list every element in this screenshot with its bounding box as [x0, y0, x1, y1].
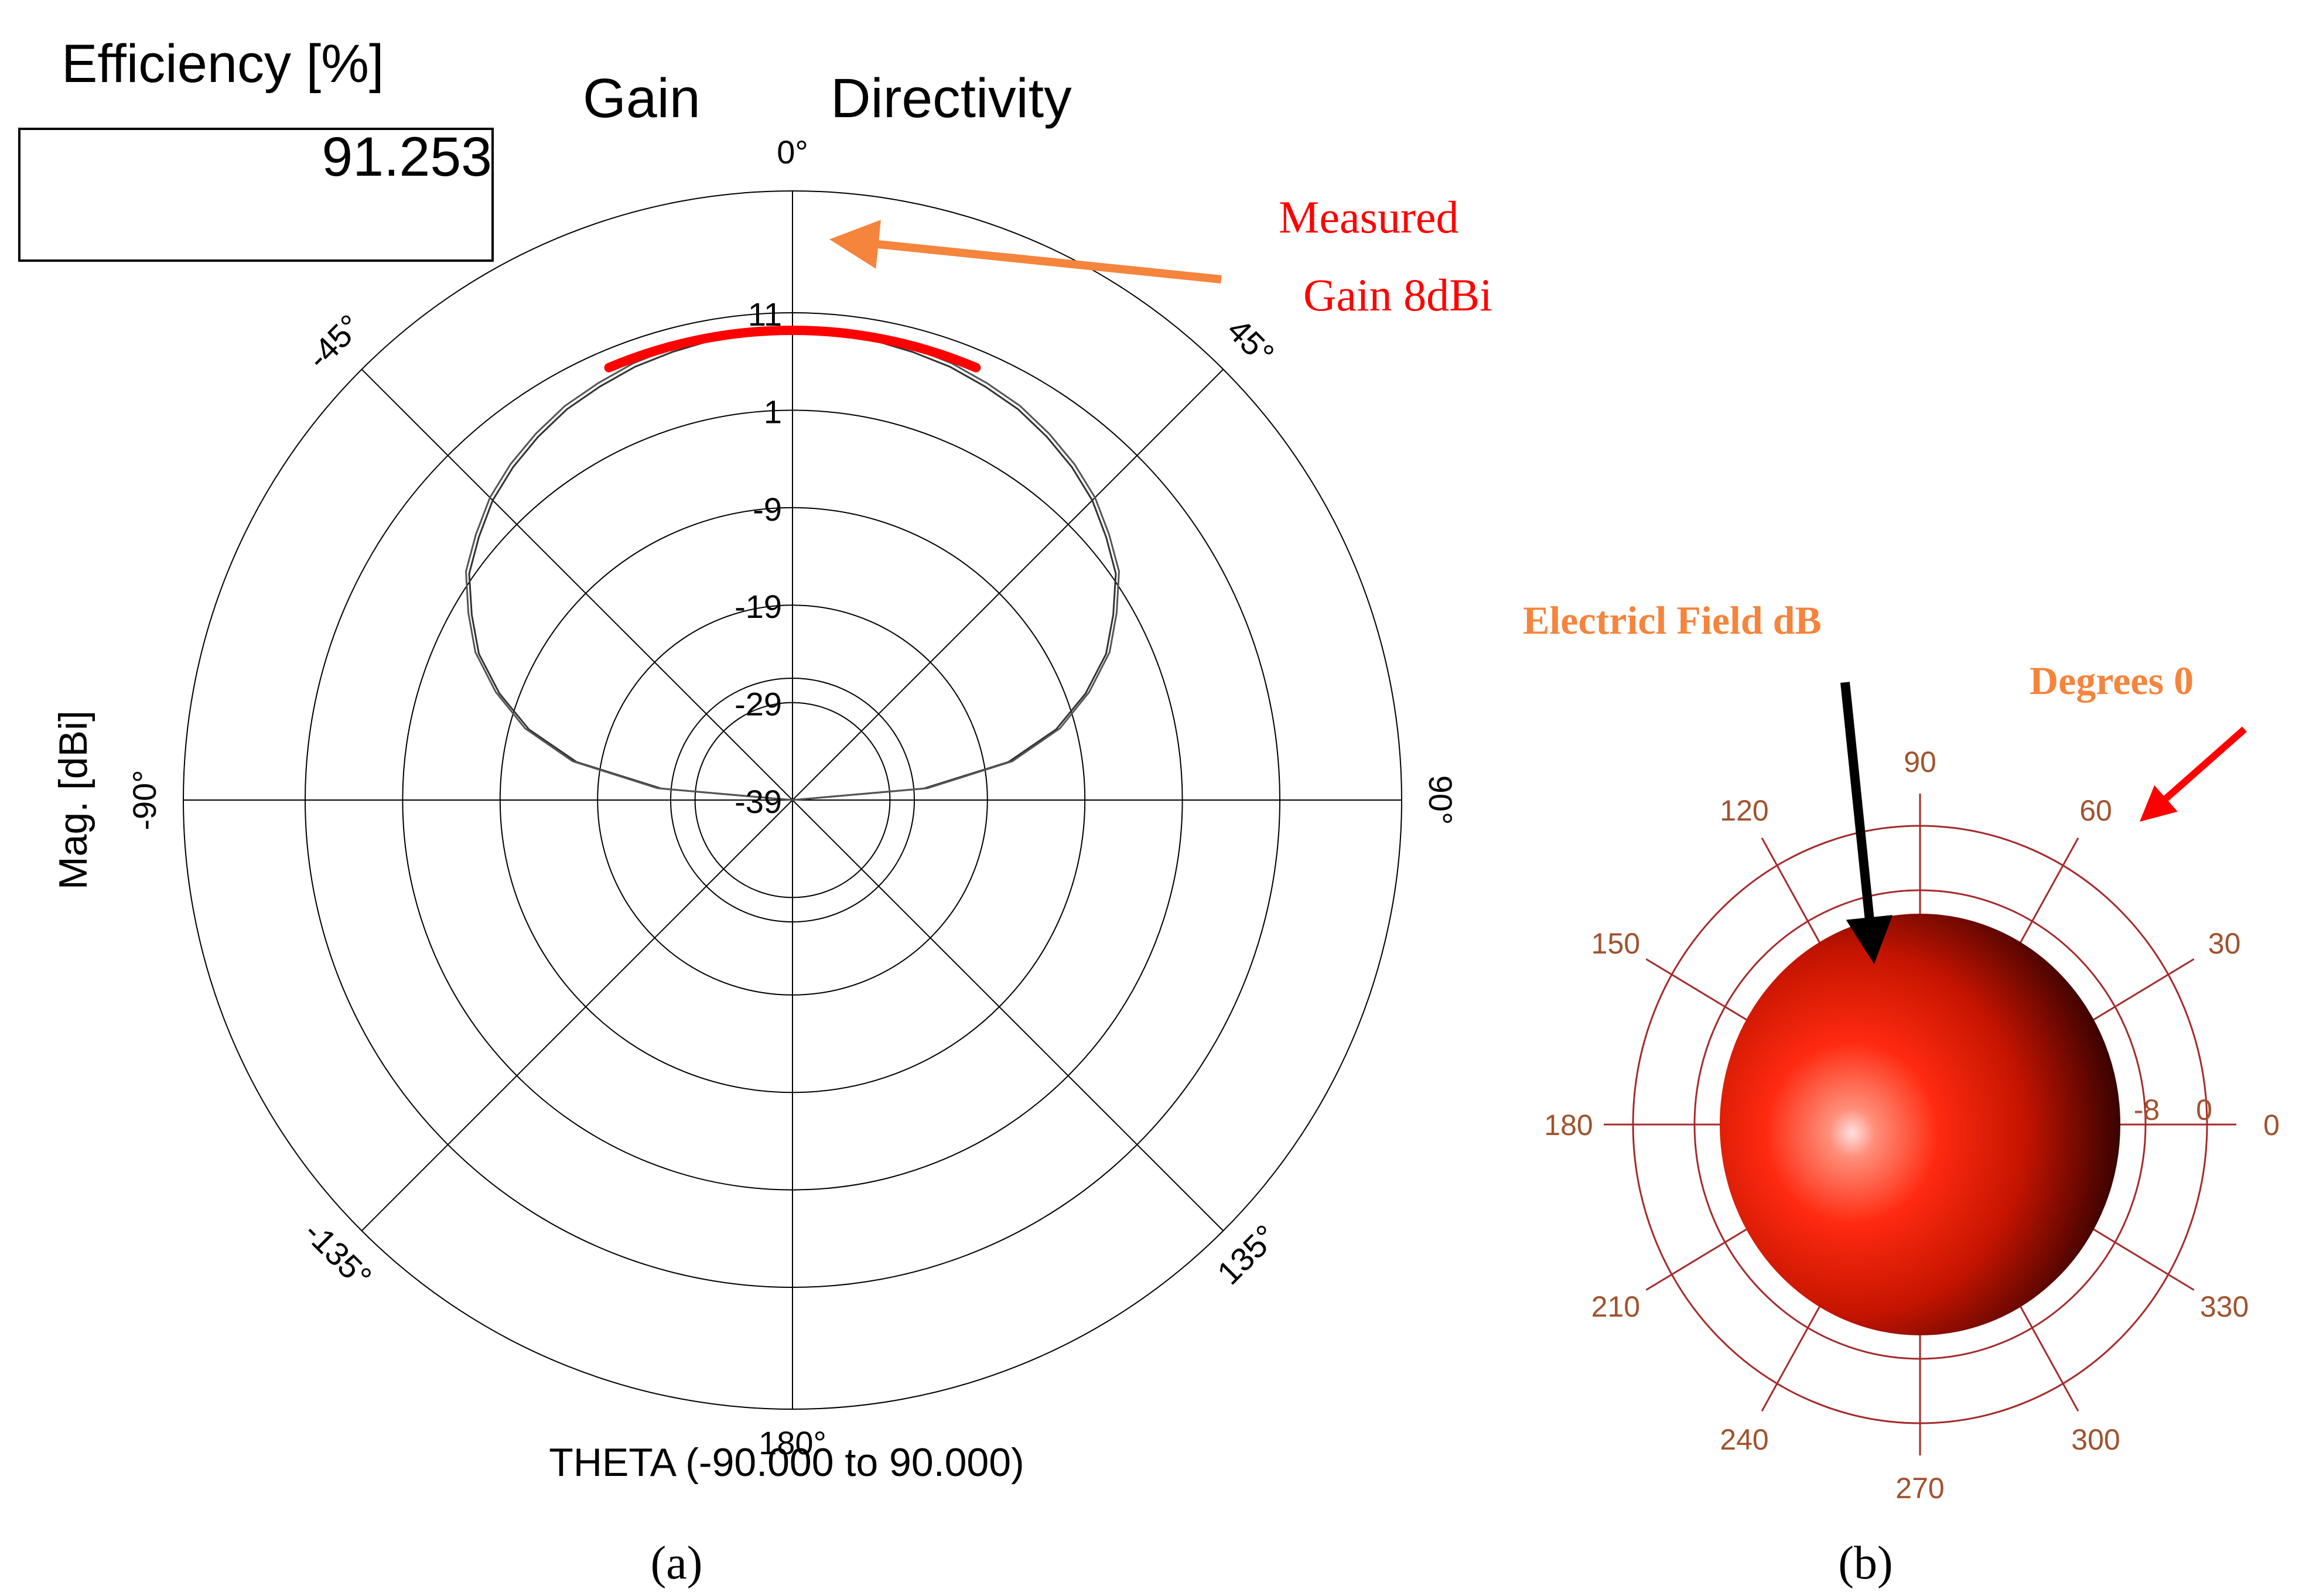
legend-gain: Gain: [583, 67, 701, 129]
polar-b-radial-label-1: 0: [2196, 1093, 2212, 1126]
measured-arrow: [829, 220, 1222, 283]
caption-a: (a): [651, 1537, 703, 1589]
angle-tick-label-2: 90°: [1422, 775, 1459, 825]
polar-b-angle-label-9: 270: [1895, 1472, 1944, 1505]
legend-directivity: Directivity: [831, 67, 1072, 129]
caption-b: (b): [1838, 1537, 1893, 1589]
panel-a-polar-chart: Efficiency [%] 91.253 Gain Directivity 0…: [18, 34, 1492, 1589]
radial-tick-label-5: -39: [735, 783, 782, 820]
measured-arc: [604, 325, 981, 372]
polar-ticks-b: 0 30 60 90 120 150 180 210 240 270 300 330 -8 0: [1544, 746, 2280, 1505]
measured-label-line2: Gain 8dBi: [1303, 269, 1492, 320]
y-axis-label: Mag. [dBi]: [51, 710, 95, 890]
polar-b-angle-label-5: 150: [1591, 927, 1640, 960]
polar-b-radial-label-0: -8: [2134, 1093, 2160, 1126]
polar-series-a: [464, 325, 1121, 801]
polar-b-angle-label-11: 330: [2200, 1290, 2249, 1323]
efficiency-label: Efficiency [%]: [62, 34, 384, 94]
polar-b-angle-label-1: 30: [2208, 927, 2241, 960]
field-label: Electricl Field dB: [1523, 598, 1822, 642]
x-axis-label: THETA (-90.000 to 90.000): [549, 1440, 1024, 1485]
polar-b-angle-label-8: 240: [1720, 1423, 1768, 1456]
polar-b-angle-label-4: 120: [1720, 794, 1768, 827]
angle-tick-label-4: 180°: [759, 1424, 826, 1461]
radial-tick-label-1: 1: [764, 393, 782, 430]
polar-b-angle-label-10: 300: [2071, 1423, 2120, 1456]
field-arrow: [1840, 682, 1893, 964]
degrees-label: Degrees 0: [2030, 658, 2194, 703]
panel-b-3d-pattern: 0 30 60 90 120 150 180 210 240 270 300 330 -8 0 Elect…: [1523, 598, 2280, 1589]
angle-tick-label-0: 0°: [777, 134, 808, 170]
efficiency-value: 91.253: [322, 126, 492, 188]
radiation-sphere: [1720, 914, 2120, 1335]
polar-b-angle-label-6: 180: [1544, 1109, 1593, 1142]
polar-b-angle-label-7: 210: [1591, 1290, 1640, 1323]
radial-tick-label-0: 11: [748, 296, 782, 333]
polar-b-angle-label-2: 60: [2079, 794, 2112, 827]
angle-tick-label-6: -90°: [126, 770, 163, 830]
angle-tick-label-1: 45°: [1220, 311, 1281, 372]
radial-tick-label-4: -29: [735, 686, 782, 723]
measured-label-line1: Measured: [1279, 192, 1459, 242]
radial-tick-label-3: -19: [735, 588, 782, 625]
efficiency-box: [18, 128, 494, 262]
polar-b-angle-label-3: 90: [1904, 746, 1936, 778]
angle-tick-label-7: -45°: [300, 307, 369, 377]
radial-tick-label-2: -9: [753, 491, 782, 528]
degrees-arrow: [2140, 726, 2247, 822]
polar-b-angle-label-0: 0: [2263, 1109, 2280, 1142]
